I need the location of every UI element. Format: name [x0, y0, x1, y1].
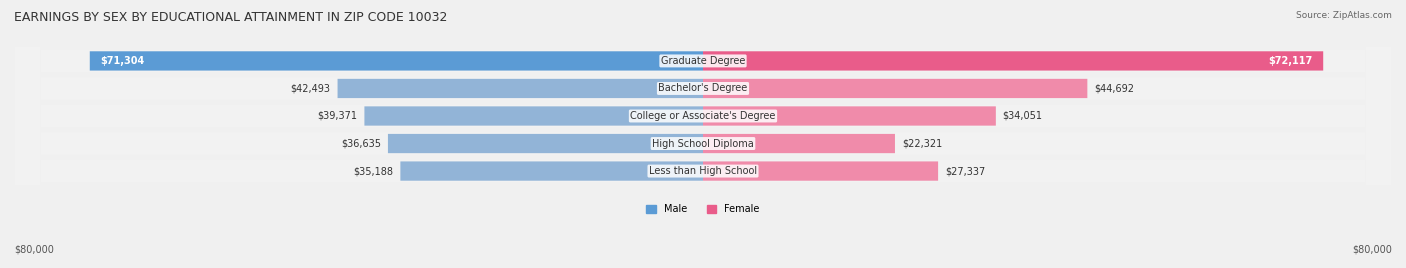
Text: $27,337: $27,337	[945, 166, 986, 176]
FancyBboxPatch shape	[401, 161, 703, 181]
Text: Source: ZipAtlas.com: Source: ZipAtlas.com	[1296, 11, 1392, 20]
Legend: Male, Female: Male, Female	[647, 204, 759, 214]
Text: EARNINGS BY SEX BY EDUCATIONAL ATTAINMENT IN ZIP CODE 10032: EARNINGS BY SEX BY EDUCATIONAL ATTAINMEN…	[14, 11, 447, 24]
FancyBboxPatch shape	[364, 106, 703, 126]
FancyBboxPatch shape	[703, 51, 1323, 70]
Text: $80,000: $80,000	[14, 245, 53, 255]
Text: $22,321: $22,321	[901, 139, 942, 148]
Text: $80,000: $80,000	[1353, 245, 1392, 255]
Text: $71,304: $71,304	[100, 56, 145, 66]
FancyBboxPatch shape	[15, 0, 1391, 268]
FancyBboxPatch shape	[15, 0, 1391, 268]
FancyBboxPatch shape	[15, 0, 1391, 268]
FancyBboxPatch shape	[15, 0, 1391, 268]
Text: Less than High School: Less than High School	[650, 166, 756, 176]
Text: $72,117: $72,117	[1268, 56, 1313, 66]
Text: $34,051: $34,051	[1002, 111, 1043, 121]
Text: $35,188: $35,188	[353, 166, 394, 176]
FancyBboxPatch shape	[337, 79, 703, 98]
FancyBboxPatch shape	[15, 0, 1391, 268]
Text: College or Associate's Degree: College or Associate's Degree	[630, 111, 776, 121]
FancyBboxPatch shape	[703, 79, 1087, 98]
FancyBboxPatch shape	[703, 106, 995, 126]
Text: $36,635: $36,635	[342, 139, 381, 148]
Text: $42,493: $42,493	[291, 83, 330, 94]
Text: Bachelor's Degree: Bachelor's Degree	[658, 83, 748, 94]
Text: Graduate Degree: Graduate Degree	[661, 56, 745, 66]
Text: $39,371: $39,371	[318, 111, 357, 121]
FancyBboxPatch shape	[703, 134, 896, 153]
Text: $44,692: $44,692	[1094, 83, 1135, 94]
FancyBboxPatch shape	[388, 134, 703, 153]
FancyBboxPatch shape	[703, 161, 938, 181]
Text: High School Diploma: High School Diploma	[652, 139, 754, 148]
FancyBboxPatch shape	[90, 51, 703, 70]
